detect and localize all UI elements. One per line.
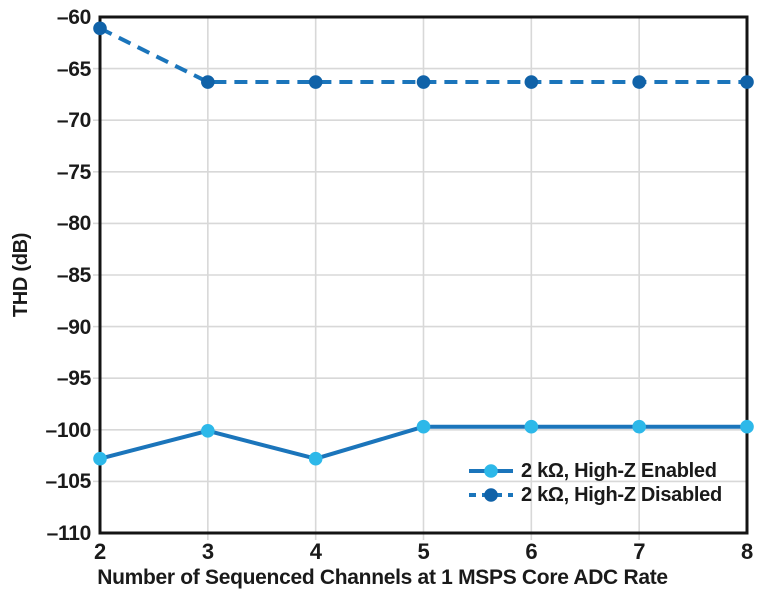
legend-label-highz-enabled: 2 kΩ, High-Z Enabled — [521, 460, 717, 482]
y-tick-label: –75 — [56, 160, 91, 184]
y-tick-label: –85 — [56, 264, 91, 287]
data-point-marker-1 — [524, 75, 539, 89]
plot-border — [98, 15, 749, 535]
y-tick-label: –90 — [56, 315, 91, 339]
legend-marker-sample — [484, 464, 498, 478]
data-point-marker-0 — [632, 419, 646, 434]
x-tick-label: 2 — [94, 539, 106, 564]
x-tick-label: 4 — [309, 539, 322, 564]
legend: 2 kΩ, High-Z Enabled 2 kΩ, High-Z Disabl… — [468, 459, 722, 507]
y-axis-title: THD (dB) — [10, 232, 32, 318]
legend-item-highz-disabled: 2 kΩ, High-Z Disabled — [468, 483, 722, 507]
data-point-marker-0 — [201, 424, 215, 438]
y-tick-label: –70 — [56, 109, 91, 133]
data-point-marker-0 — [524, 419, 539, 434]
y-tick-label: –100 — [45, 418, 91, 442]
legend-label-highz-disabled: 2 kΩ, High-Z Disabled — [521, 484, 722, 506]
data-point-marker-0 — [93, 451, 107, 466]
x-tick-label: 3 — [201, 539, 214, 564]
legend-sample-solid-line-icon — [469, 464, 513, 478]
data-point-marker-1 — [632, 75, 646, 89]
y-tick-label: –60 — [56, 6, 91, 29]
data-point-marker-1 — [93, 21, 107, 36]
x-tick-label: 6 — [525, 539, 538, 564]
data-point-marker-0 — [740, 419, 754, 434]
data-point-marker-0 — [416, 419, 431, 434]
data-point-marker-1 — [308, 75, 323, 89]
x-tick-label: 5 — [417, 539, 430, 564]
legend-marker-sample — [484, 488, 498, 502]
x-tick-label: 8 — [741, 539, 753, 564]
data-point-marker-1 — [740, 75, 754, 89]
data-point-marker-1 — [201, 75, 215, 89]
y-tick-label: –105 — [45, 470, 91, 494]
y-tick-label: –110 — [46, 522, 92, 545]
data-point-marker-1 — [416, 75, 431, 89]
legend-item-highz-enabled: 2 kΩ, High-Z Enabled — [468, 459, 722, 483]
legend-sample-dashed-line-icon — [469, 488, 513, 502]
y-tick-label: –80 — [56, 212, 91, 236]
y-tick-label: –95 — [56, 367, 91, 391]
data-point-marker-0 — [308, 451, 323, 466]
x-tick-label: 7 — [633, 539, 646, 564]
y-tick-label: –65 — [56, 57, 91, 81]
x-axis-title: Number of Sequenced Channels at 1 MSPS C… — [97, 566, 668, 589]
